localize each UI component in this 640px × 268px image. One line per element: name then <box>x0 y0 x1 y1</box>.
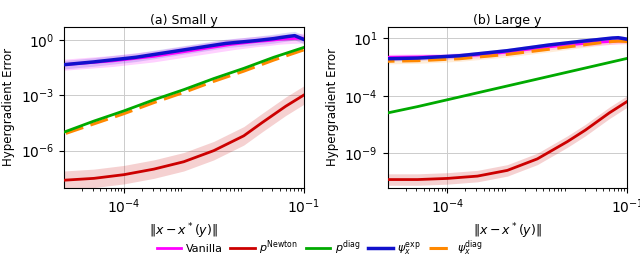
Y-axis label: Hypergradient Error: Hypergradient Error <box>326 48 339 166</box>
Title: (b) Large y: (b) Large y <box>473 14 541 27</box>
X-axis label: $\|x - x^*(y)\|$: $\|x - x^*(y)\|$ <box>473 221 542 241</box>
Legend: Vanilla, $p^\mathrm{Newton}$, $p^\mathrm{diag}$, $\psi_x^\mathrm{exp}$, $\psi_x^: Vanilla, $p^\mathrm{Newton}$, $p^\mathrm… <box>152 234 488 262</box>
Y-axis label: Hypergradient Error: Hypergradient Error <box>3 48 15 166</box>
X-axis label: $\|x - x^*(y)\|$: $\|x - x^*(y)\|$ <box>149 221 218 241</box>
Title: (a) Small y: (a) Small y <box>150 14 218 27</box>
